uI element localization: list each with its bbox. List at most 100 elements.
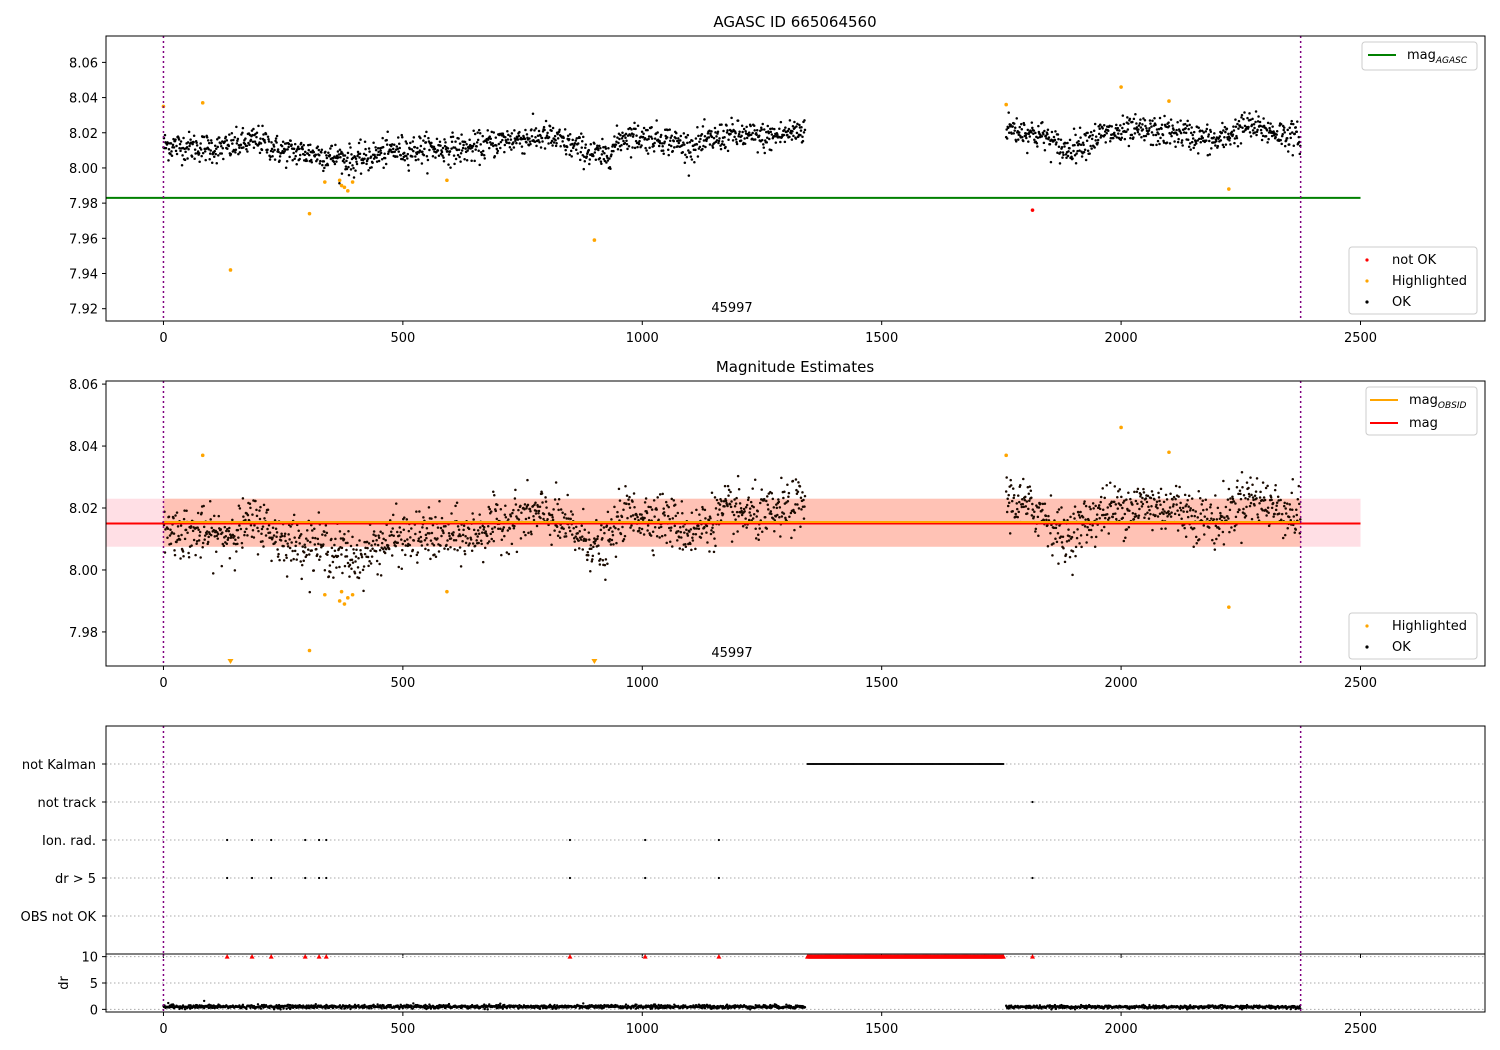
ok-point (619, 148, 623, 152)
ok-point (708, 550, 711, 553)
ok-point (203, 150, 207, 153)
ok-point (1154, 133, 1158, 137)
ok-point (513, 524, 516, 528)
ok-point (441, 154, 444, 157)
ok-point (618, 499, 622, 502)
legend-highlighted: Highlighted (1392, 274, 1467, 289)
ok-point (1139, 495, 1142, 498)
ok-point (343, 564, 347, 568)
ok-point (657, 526, 661, 530)
ok-point (187, 130, 191, 134)
ok-point (307, 143, 310, 147)
ion-rad-point (325, 838, 328, 842)
ok-point (334, 143, 337, 147)
ok-point (379, 151, 383, 155)
ok-point (757, 134, 761, 138)
ok-point (333, 162, 337, 166)
ok-point (271, 154, 274, 158)
ok-point (439, 144, 442, 147)
ok-point (545, 506, 548, 509)
ok-point (562, 516, 566, 519)
ok-point (697, 134, 700, 138)
ok-point (506, 138, 510, 141)
ok-point (1254, 120, 1257, 124)
ok-point (1052, 526, 1056, 530)
ok-point (575, 137, 578, 140)
ok-point (598, 156, 602, 160)
ok-point (336, 150, 340, 153)
ok-point (584, 146, 587, 150)
ok-point (270, 147, 274, 151)
y-tick-label: 8.00 (69, 564, 98, 579)
ok-point (599, 160, 603, 163)
ok-point (1144, 124, 1147, 128)
ok-point (1239, 497, 1243, 501)
ok-point (440, 534, 443, 538)
ok-point (196, 526, 199, 529)
ok-point (1226, 498, 1230, 501)
ok-point (356, 150, 360, 154)
ok-point (749, 500, 753, 504)
ok-point (1127, 144, 1131, 148)
ok-point (220, 152, 224, 155)
ok-point (1079, 534, 1083, 537)
ok-point (1062, 153, 1065, 157)
ok-point (342, 537, 346, 541)
ok-point (523, 508, 526, 511)
ok-point (636, 124, 640, 128)
ok-point (1094, 504, 1097, 508)
ok-point (358, 156, 361, 159)
ok-point (416, 561, 419, 564)
ok-point (1291, 477, 1295, 481)
ok-point (196, 511, 200, 515)
ok-point (266, 508, 270, 511)
y-tick-label: 7.92 (69, 303, 98, 318)
ok-point (1015, 502, 1018, 505)
ok-point (1085, 533, 1089, 537)
ok-point (1084, 158, 1088, 162)
ok-point (486, 129, 489, 132)
ok-point (249, 523, 253, 527)
ok-point (1143, 138, 1146, 142)
ok-point (207, 535, 210, 539)
ok-point (237, 152, 240, 156)
ok-point (1259, 128, 1263, 132)
ok-point (1253, 126, 1256, 130)
ok-point (327, 151, 330, 155)
ok-point (1295, 130, 1299, 134)
ok-point (254, 499, 257, 503)
plot-frame (105, 35, 1486, 322)
ok-point (758, 501, 762, 505)
ok-point (1060, 146, 1064, 149)
ok-point (690, 158, 694, 161)
ok-point (362, 161, 365, 165)
ok-point (749, 133, 753, 136)
ok-point (182, 136, 185, 140)
ok-point (521, 152, 524, 155)
ok-point (1009, 484, 1013, 487)
ok-point (238, 507, 242, 510)
ok-point (1299, 518, 1302, 521)
ok-point (1195, 541, 1198, 545)
ok-point (523, 137, 527, 141)
ok-point (333, 549, 337, 553)
ok-point (282, 544, 285, 548)
ok-point (414, 158, 418, 162)
ok-point (273, 148, 276, 152)
ok-point (1156, 515, 1160, 518)
ok-point (243, 530, 247, 534)
highlighted-point (200, 453, 205, 458)
ok-point (695, 527, 699, 530)
ok-point (645, 149, 648, 152)
ok-point (669, 529, 672, 532)
ok-point (1103, 133, 1106, 137)
ok-point (327, 575, 331, 578)
ok-point (251, 529, 255, 532)
ok-point (1099, 500, 1102, 504)
ok-point (365, 540, 369, 544)
dr-point (349, 1007, 352, 1011)
ok-point (1243, 512, 1246, 515)
ok-point (599, 528, 603, 532)
ok-point (715, 139, 719, 142)
ok-point (1095, 513, 1099, 516)
